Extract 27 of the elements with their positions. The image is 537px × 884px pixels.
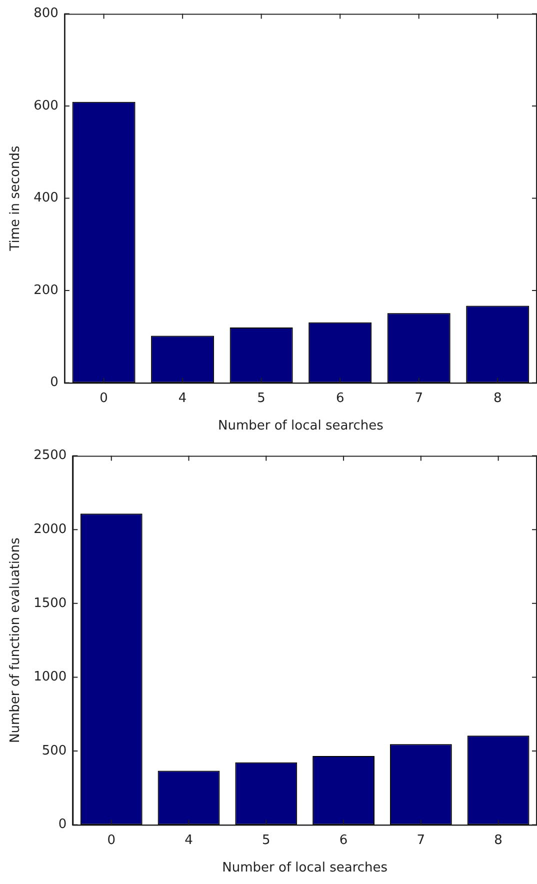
y-axis-title: Time in seconds: [8, 146, 24, 252]
x-tick-label: 0: [107, 832, 116, 848]
y-tick-label: 500: [42, 743, 67, 758]
y-tick-label: 1000: [34, 670, 67, 685]
y-axis-title: Number of function evaluations: [8, 537, 24, 744]
y-tick-label: 400: [34, 190, 58, 206]
x-tick-label: 8: [493, 390, 502, 406]
x-tick-label: 0: [100, 390, 108, 406]
x-axis-title: Number of local searches: [218, 418, 384, 434]
y-tick-label: 800: [34, 6, 58, 22]
y-tick-label: 0: [58, 817, 67, 832]
x-tick-label: 5: [257, 390, 266, 406]
x-tick-label: 6: [339, 832, 348, 848]
x-tick-label: 4: [184, 832, 193, 848]
y-tick-label: 2500: [34, 448, 67, 464]
y-tick-label: 1500: [34, 596, 67, 611]
x-axis-title: Number of local searches: [222, 860, 388, 876]
x-tick-label: 7: [414, 390, 423, 406]
x-tick-label: 4: [178, 390, 187, 406]
x-tick-label: 6: [336, 390, 344, 406]
x-tick-label: 7: [416, 832, 426, 848]
x-tick-label: 5: [262, 832, 270, 848]
y-tick-label: 0: [50, 375, 58, 390]
y-tick-label: 200: [34, 282, 58, 298]
y-tick-label: 2000: [34, 522, 67, 537]
x-tick-label: 8: [494, 832, 502, 848]
y-tick-label: 600: [34, 98, 58, 114]
